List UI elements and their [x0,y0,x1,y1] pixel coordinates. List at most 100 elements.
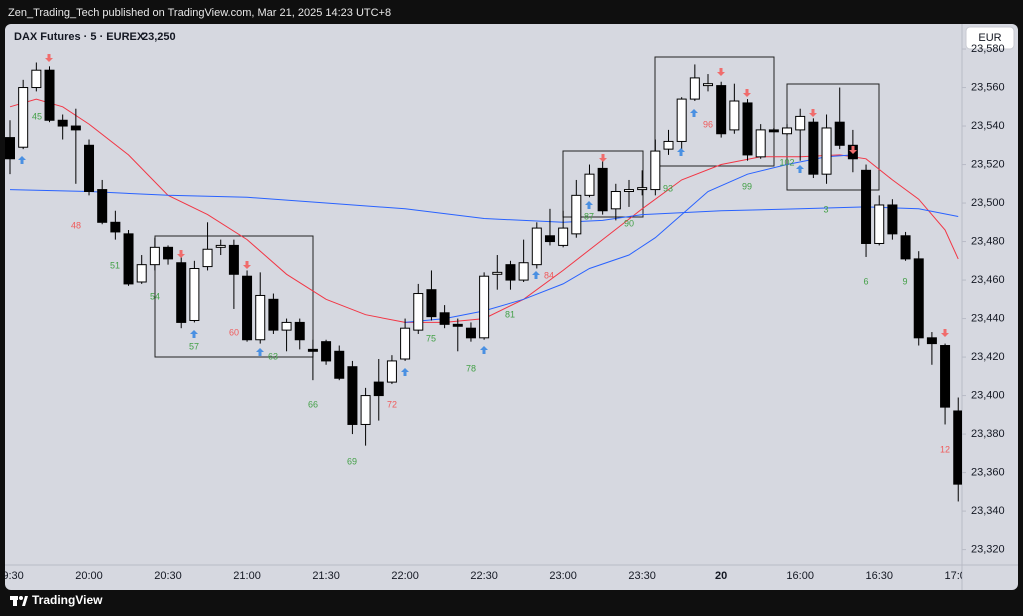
y-tick-label: 23,580 [971,43,1005,55]
y-tick-label: 23,320 [971,544,1005,556]
footer-logo [10,596,28,606]
candle-body [57,119,68,127]
signal-count: 96 [703,119,713,129]
candle-body [676,98,687,142]
signal-count: 45 [32,111,42,121]
signal-count: 63 [268,351,278,361]
candle-body [742,102,753,156]
x-tick-label: 20:00 [75,570,103,582]
candle-body [31,69,42,89]
candle-body [294,321,305,341]
signal-count: 72 [387,399,397,409]
candle-body [834,121,845,146]
signal-count: 84 [544,270,554,280]
y-tick-label: 23,520 [971,158,1005,170]
candle-body [452,323,463,327]
candle-body [729,100,740,131]
candle-body [242,275,253,341]
candle-body [531,227,542,266]
candle-body [518,262,529,281]
currency-box[interactable] [965,26,1015,50]
candle-body [479,275,490,339]
candle-body [584,173,595,196]
x-tick-label: 16:00 [786,570,814,582]
candle-body [189,268,200,321]
signal-count: 6 [863,276,868,286]
buy-arrow [690,109,698,117]
candle-body [149,246,160,266]
logo-part [19,596,23,600]
buy-arrow [532,271,540,279]
candle-body [887,204,898,235]
signal-count: 90 [624,218,634,228]
zone-box [562,150,644,218]
candle-body [18,87,29,148]
buy-arrow [190,330,198,338]
chart-title: DAX Futures · 5 · EUREX [14,31,145,43]
x-tick-label: 21:00 [233,570,261,582]
candle-body [176,262,187,323]
candle-body [373,381,384,397]
candle-body [716,85,727,135]
candle-body [663,140,674,150]
sell-arrow [743,89,751,97]
sell-arrow [177,250,185,258]
sell-arrow [809,109,817,117]
candle-body [623,189,634,192]
publisher-line: Zen_Trading_Tech published on TradingVie… [8,7,391,19]
candle-body [110,221,121,233]
y-tick-label: 23,360 [971,466,1005,478]
buy-arrow [796,165,804,173]
x-tick-label: 16:30 [865,570,893,582]
y-tick-label: 23,500 [971,197,1005,209]
signal-count: 87 [584,211,594,221]
candle-body [215,244,226,248]
signal-count: 66 [308,399,318,409]
candle-body [307,348,318,352]
x-tick-label: 19:30 [0,570,24,582]
last-price: 23,250 [142,31,176,43]
candle-body [782,127,793,135]
signal-count: 3 [823,204,828,214]
zone-box [786,83,880,191]
sell-arrow [599,154,607,162]
zone-box [154,235,314,358]
candle-body [44,69,55,121]
candle-body [202,248,213,268]
candle-body [610,190,621,210]
signal-count: 9 [902,276,907,286]
buy-arrow [401,368,409,376]
candle-body [795,115,806,131]
candle-body [334,350,345,379]
currency-label[interactable]: EUR [978,32,1001,44]
candle-body [597,167,608,212]
candle-body [281,321,292,331]
candle-body [426,289,437,318]
signal-count: 69 [347,456,357,466]
sell-arrow [45,54,53,62]
candle-body [321,341,332,362]
candle-body [465,327,476,339]
candle-body [123,233,134,285]
buy-arrow [677,148,685,156]
y-tick-label: 23,460 [971,274,1005,286]
candle-body [347,366,358,425]
candle-body [255,294,266,341]
candle-body [650,150,661,191]
sell-arrow [717,68,725,76]
candle-body [360,395,371,425]
candle-body [808,121,819,175]
signal-count: 57 [189,341,199,351]
candle-body [821,127,832,175]
candle-body [874,204,885,244]
candle-body [926,337,937,345]
candle-body [544,235,555,243]
candle-body [386,360,397,383]
signal-count: 60 [229,327,239,337]
candle-body [97,189,108,223]
sell-arrow [849,146,857,154]
x-tick-label: 22:30 [470,570,498,582]
candle-body [689,77,700,100]
candle-body [163,246,174,260]
signal-count: 102 [779,157,794,167]
